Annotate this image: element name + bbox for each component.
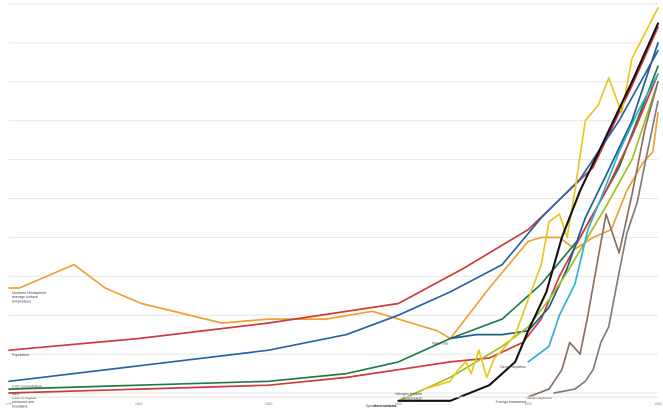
series-line [8,112,659,340]
series-line [8,26,659,352]
series-line [553,100,659,394]
series-line [527,80,659,398]
x-tick-label: 2000 [654,402,662,406]
series-label: N2O [12,392,20,396]
series-label: Ocean depletion [526,396,552,400]
series-line [397,22,660,402]
series-lines [8,7,660,402]
series-line [527,73,659,363]
series-label: Foreign investment [496,400,527,404]
series-label: Population [12,353,29,357]
x-tick-label: 1900 [395,402,403,406]
x-tick-label: 1850 [265,402,273,406]
series-label: Northern Hemisphere average surface temper… [12,291,46,303]
series-label: Motor vehicles [373,404,396,408]
x-tick-label: 1800 [135,402,143,406]
series-line [423,7,659,390]
series-line [397,80,659,402]
series-line [449,42,659,340]
x-tick-label: 1750 [5,402,13,406]
series-line [8,73,659,394]
series-label: Ozone depletion [500,365,526,369]
series-label: Water use [432,342,448,346]
series-labels: Northern Hemisphere average surface temper… [12,291,552,408]
gridlines [9,3,658,394]
x-axis: 1750 1800 1850 1900 1950 2000 [5,396,662,406]
x-tick-label: 1950 [524,402,532,406]
series-label: Loss of tropical rainforest and woodland [12,396,36,408]
series-line [8,49,659,383]
series-label: Nitrogen fertilizer consumption [395,392,423,400]
series-label: CO2 concentration [12,384,42,388]
series-label: Species extinctions [366,404,397,408]
